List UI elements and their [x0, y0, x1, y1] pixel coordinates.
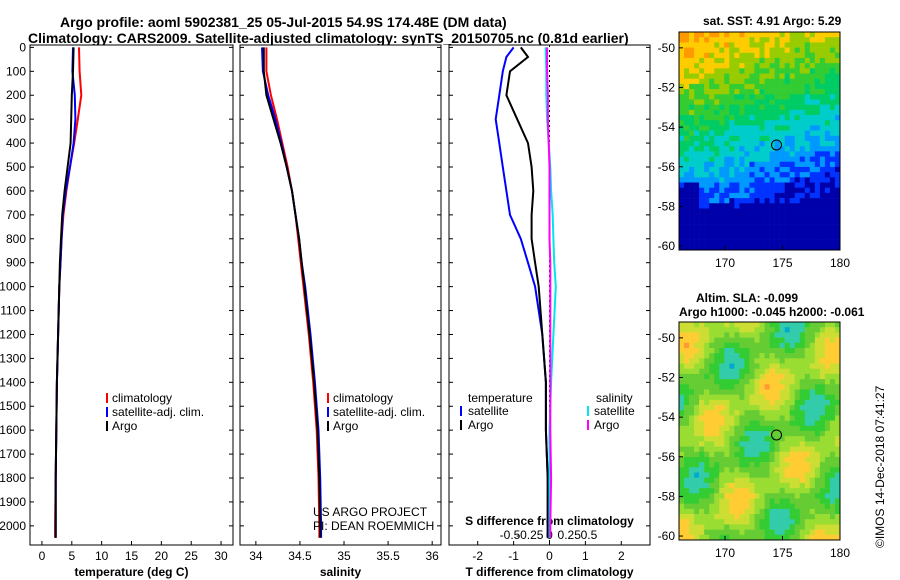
x-axis-title: T difference from climatology	[465, 565, 633, 579]
y-tick-label: 1800	[0, 471, 26, 485]
climatology-title: Climatology: CARS2009. Satellite-adjuste…	[28, 30, 629, 46]
map-lat-label: -50	[658, 41, 676, 55]
map-lat-label: -54	[658, 120, 676, 134]
x-tick-label: 15	[125, 549, 139, 563]
sla-map-frame	[678, 321, 841, 541]
map-lat-label: -50	[658, 331, 676, 345]
legend-label: Argo	[112, 419, 138, 433]
plot-frame-0	[29, 44, 234, 546]
float-location-marker	[771, 429, 783, 441]
legend-label: satellite-adj. clim.	[333, 405, 425, 419]
map-lon-label: 180	[830, 256, 850, 270]
x-tick-label: -1	[508, 549, 519, 563]
sst-map	[679, 32, 841, 251]
map-lat-label: -60	[658, 239, 676, 253]
y-tick-label: 1000	[0, 280, 26, 294]
y-tick-label: 600	[6, 184, 26, 198]
map-lat-label: -56	[658, 160, 676, 174]
x-tick-label: 25	[185, 549, 199, 563]
y-tick-label: 1600	[0, 423, 26, 437]
map-lat-label: -52	[658, 370, 676, 384]
y-tick-label: 1900	[0, 495, 26, 509]
y-tick-label: 900	[6, 256, 26, 270]
series-line-2-1	[505, 46, 549, 538]
legend-label: Argo	[333, 419, 359, 433]
y-tick-label: 800	[6, 232, 26, 246]
map-lat-label: -58	[658, 489, 676, 503]
legend-sal-title: salinity	[596, 391, 633, 405]
x-top-tick-label: 0.25	[558, 528, 582, 542]
legend-label: climatology	[333, 391, 393, 405]
x-tick-label: 2	[618, 549, 625, 563]
map-lon-label: 175	[772, 546, 792, 560]
map-lat-label: -56	[658, 450, 676, 464]
map-lon-label: 180	[830, 546, 850, 560]
map-lon-label: 170	[715, 546, 735, 560]
y-tick-label: 100	[6, 64, 26, 78]
x-tick-label: 34	[249, 549, 263, 563]
map-lat-label: -54	[658, 410, 676, 424]
legend-label: satellite-adj. clim.	[112, 405, 204, 419]
x-axis-title: temperature (deg C)	[74, 565, 188, 579]
x-tick-label: 5	[68, 549, 75, 563]
x-axis-title: salinity	[320, 565, 362, 579]
y-tick-label: 400	[6, 136, 26, 150]
y-tick-label: 200	[6, 88, 26, 102]
x-top-tick-label: 0.5	[581, 528, 598, 542]
y-tick-label: 0	[19, 40, 26, 54]
x-tick-label: 36	[426, 549, 440, 563]
sla-title-2: Argo h1000: -0.045 h2000: -0.061	[679, 305, 865, 319]
plot-frame-1	[239, 44, 442, 546]
float-location-marker	[771, 139, 783, 151]
y-tick-label: 1100	[0, 304, 26, 318]
x-tick-label: 20	[155, 549, 169, 563]
legend-label: Argo	[594, 418, 620, 432]
map-lon-label: 170	[715, 256, 735, 270]
x-top-tick-label: -0.5	[500, 528, 521, 542]
y-tick-label: 2000	[0, 519, 26, 533]
map-lat-label: -52	[658, 80, 676, 94]
legend-label: Argo	[468, 418, 494, 432]
series-line-2-3	[546, 47, 553, 538]
map-lat-label: -60	[658, 529, 676, 543]
y-tick-label: 500	[6, 160, 26, 174]
map-lat-label: -58	[658, 199, 676, 213]
legend-temp-title: temperature	[468, 391, 533, 405]
sst-map-frame	[678, 31, 841, 251]
y-tick-label: 1300	[0, 351, 26, 365]
legend-label: satellite	[468, 404, 509, 418]
annotation-text: US ARGO PROJECT	[313, 505, 428, 519]
y-tick-label: 700	[6, 208, 26, 222]
x-tick-label: 35.5	[376, 549, 400, 563]
y-tick-label: 1400	[0, 375, 26, 389]
y-tick-label: 300	[6, 112, 26, 126]
x-tick-label: 34.5	[288, 549, 312, 563]
map-lon-label: 175	[772, 256, 792, 270]
x-tick-label: 10	[95, 549, 109, 563]
sst-title: sat. SST: 4.91 Argo: 5.29	[703, 14, 842, 28]
x-tick-label: 30	[214, 549, 228, 563]
series-line-2-2	[544, 47, 557, 538]
x-top-tick-label: -0.25	[516, 528, 544, 542]
sla-title-1: Altim. SLA: -0.099	[696, 291, 799, 305]
y-tick-label: 1500	[0, 399, 26, 413]
series-line-0-2	[54, 47, 75, 538]
y-tick-label: 1700	[0, 447, 26, 461]
series-line-1-2	[262, 47, 322, 538]
x-tick-label: 0	[39, 549, 46, 563]
copyright-label: ©IMOS 14-Dec-2018 07:41:27	[873, 385, 887, 548]
x-tick-label: -2	[472, 549, 483, 563]
sla-map	[679, 322, 841, 541]
x-tick-label: 0	[546, 549, 553, 563]
legend-label: climatology	[112, 391, 172, 405]
y-tick-label: 1200	[0, 327, 26, 341]
annotation-text: PI: DEAN ROEMMICH	[313, 519, 434, 533]
profile-title: Argo profile: aoml 5902381_25 05-Jul-201…	[60, 14, 507, 30]
x-tick-label: 35	[337, 549, 351, 563]
x-tick-label: 1	[582, 549, 589, 563]
legend-label: satellite	[594, 404, 635, 418]
